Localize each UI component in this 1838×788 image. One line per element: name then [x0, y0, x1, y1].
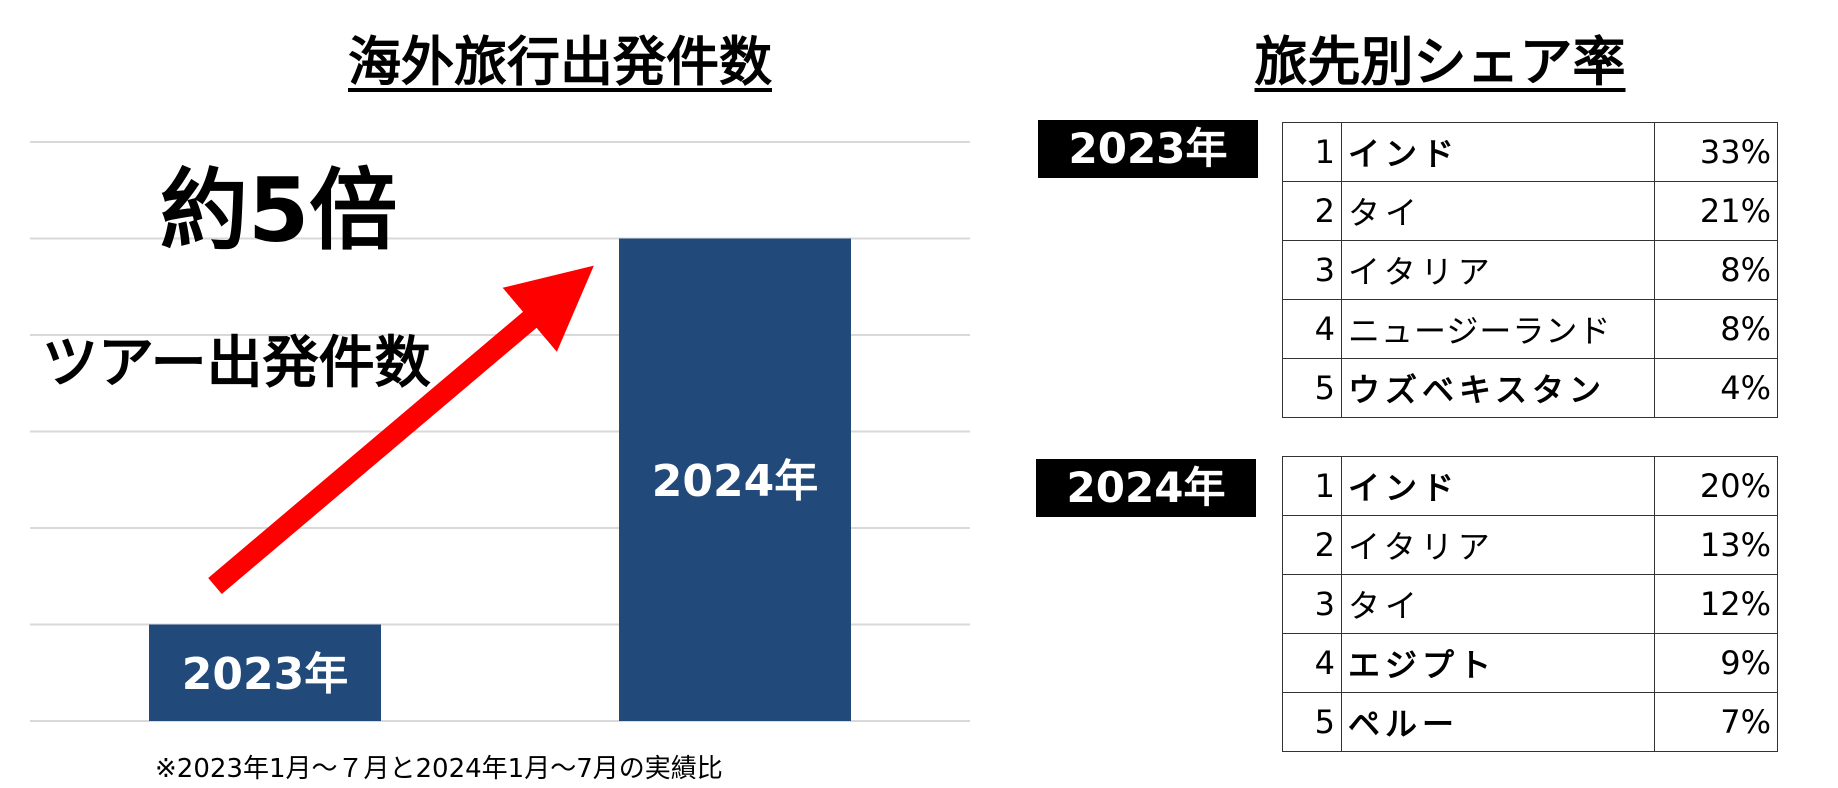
- destination-cell: イタリア: [1341, 240, 1655, 300]
- share-cell: 8%: [1654, 299, 1778, 359]
- destination-cell: イタリア: [1341, 515, 1655, 575]
- year-badge-2024: 2024年: [1036, 459, 1256, 517]
- table-row: 4 エジプト 9%: [1282, 633, 1778, 693]
- growth-arrow-icon: [208, 265, 594, 595]
- table-row: 2 イタリア 13%: [1282, 515, 1778, 575]
- year-badge-2023: 2023年: [1038, 120, 1258, 178]
- bar-1: [149, 624, 381, 721]
- rank-cell: 4: [1282, 299, 1342, 359]
- destination-cell: タイ: [1341, 181, 1655, 241]
- table-row: 4 ニュージーランド 8%: [1282, 299, 1778, 359]
- destination-cell: ペルー: [1341, 692, 1655, 752]
- destination-cell: ウズベキスタン: [1341, 358, 1655, 418]
- share-cell: 20%: [1654, 456, 1778, 516]
- bar-2: [619, 238, 851, 721]
- bar-chart: 2023年 2024年: [30, 141, 970, 722]
- rank-cell: 5: [1282, 358, 1342, 418]
- table-row: 2 タイ 21%: [1282, 181, 1778, 241]
- destination-cell: インド: [1341, 456, 1655, 516]
- rank-cell: 2: [1282, 181, 1342, 241]
- share-cell: 8%: [1654, 240, 1778, 300]
- share-cell: 12%: [1654, 574, 1778, 634]
- share-cell: 4%: [1654, 358, 1778, 418]
- destination-cell: ニュージーランド: [1341, 299, 1655, 359]
- rank-cell: 3: [1282, 240, 1342, 300]
- bars: 2023年 2024年: [149, 238, 851, 721]
- chart-subtitle: ツアー出発件数: [42, 331, 431, 396]
- rank-cell: 4: [1282, 633, 1342, 693]
- share-cell: 9%: [1654, 633, 1778, 693]
- share-cell: 33%: [1654, 122, 1778, 182]
- rank-cell: 1: [1282, 122, 1342, 182]
- share-cell: 7%: [1654, 692, 1778, 752]
- destination-cell: タイ: [1341, 574, 1655, 634]
- destination-cell: エジプト: [1341, 633, 1655, 693]
- bar-label-2: 2024年: [652, 456, 818, 507]
- bar-label-1: 2023年: [182, 649, 348, 700]
- share-table-2023: 1 インド 33% 2 タイ 21% 3 イタリア 8% 4 ニュージーランド …: [1282, 122, 1778, 418]
- table-row: 1 インド 33%: [1282, 122, 1778, 182]
- chart-title: 海外旅行出発件数: [348, 32, 772, 93]
- table-row: 1 インド 20%: [1282, 456, 1778, 516]
- rank-cell: 3: [1282, 574, 1342, 634]
- destination-cell: インド: [1341, 122, 1655, 182]
- rank-cell: 2: [1282, 515, 1342, 575]
- share-cell: 21%: [1654, 181, 1778, 241]
- table-row: 5 ペルー 7%: [1282, 692, 1778, 752]
- share-table-2024: 1 インド 20% 2 イタリア 13% 3 タイ 12% 4 エジプト 9% …: [1282, 456, 1778, 752]
- table-row: 3 イタリア 8%: [1282, 240, 1778, 300]
- rank-cell: 1: [1282, 456, 1342, 516]
- share-title: 旅先別シェア率: [1254, 32, 1626, 93]
- share-cell: 13%: [1654, 515, 1778, 575]
- table-row: 3 タイ 12%: [1282, 574, 1778, 634]
- multiplier-label: 約5倍: [160, 159, 398, 262]
- rank-cell: 5: [1282, 692, 1342, 752]
- table-row: 5 ウズベキスタン 4%: [1282, 358, 1778, 418]
- footnote: ※2023年1月～７月と2024年1月～7月の実績比: [155, 754, 723, 784]
